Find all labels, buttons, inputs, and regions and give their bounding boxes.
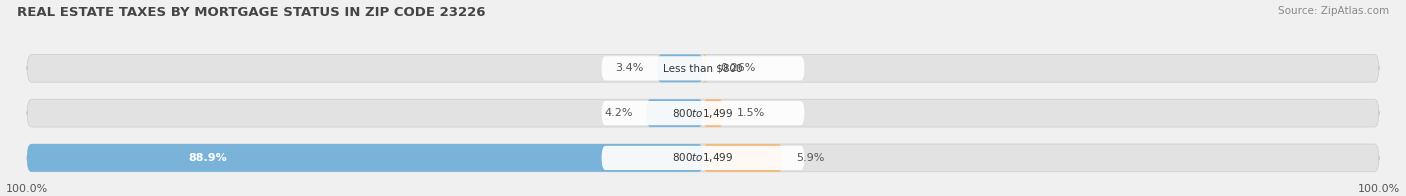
Text: 3.4%: 3.4%: [616, 63, 644, 73]
Text: Source: ZipAtlas.com: Source: ZipAtlas.com: [1278, 6, 1389, 16]
Text: 88.9%: 88.9%: [188, 153, 226, 163]
FancyBboxPatch shape: [602, 56, 804, 80]
FancyBboxPatch shape: [27, 99, 1379, 127]
FancyBboxPatch shape: [703, 144, 783, 172]
FancyBboxPatch shape: [657, 54, 703, 82]
Text: Less than $800: Less than $800: [664, 63, 742, 73]
FancyBboxPatch shape: [703, 99, 723, 127]
Text: 1.5%: 1.5%: [737, 108, 765, 118]
FancyBboxPatch shape: [703, 54, 707, 82]
FancyBboxPatch shape: [602, 101, 804, 125]
FancyBboxPatch shape: [27, 144, 703, 172]
Text: REAL ESTATE TAXES BY MORTGAGE STATUS IN ZIP CODE 23226: REAL ESTATE TAXES BY MORTGAGE STATUS IN …: [17, 6, 485, 19]
Text: $800 to $1,499: $800 to $1,499: [672, 152, 734, 164]
FancyBboxPatch shape: [27, 144, 1379, 172]
FancyBboxPatch shape: [647, 99, 703, 127]
Text: 4.2%: 4.2%: [605, 108, 633, 118]
Text: 0.26%: 0.26%: [720, 63, 755, 73]
FancyBboxPatch shape: [602, 146, 804, 170]
FancyBboxPatch shape: [27, 54, 1379, 82]
Text: 5.9%: 5.9%: [796, 153, 825, 163]
Text: $800 to $1,499: $800 to $1,499: [672, 107, 734, 120]
